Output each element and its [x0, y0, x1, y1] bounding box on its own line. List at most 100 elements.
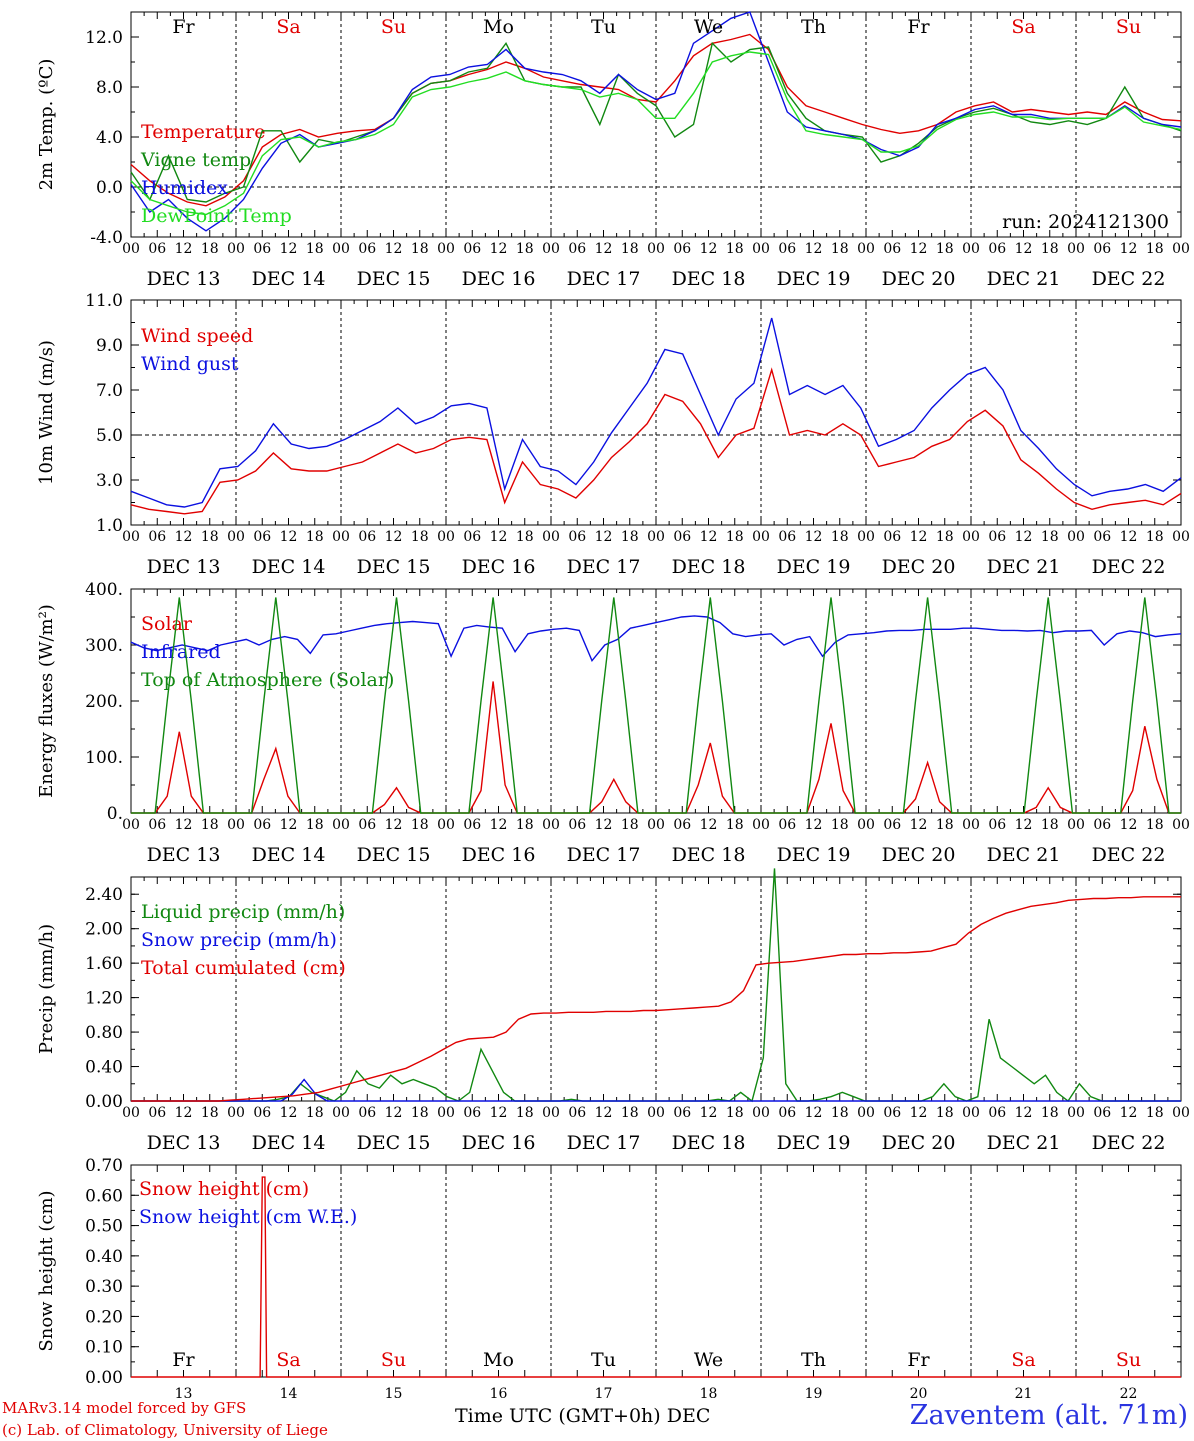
weekday-label-bottom: Su	[381, 1349, 406, 1371]
x-hour-label: 18	[201, 241, 219, 257]
series-line-dewpoint-temp	[130, 51, 1182, 216]
x-date-label: DEC 16	[462, 556, 536, 578]
x-hour-label: 12	[175, 529, 193, 545]
x-hour-label: 12	[385, 241, 403, 257]
x-hour-label: 18	[516, 1105, 534, 1121]
x-hour-label: 12	[805, 529, 823, 545]
x-day-number: 18	[700, 1386, 718, 1402]
y-tick-label: 1.60	[85, 954, 123, 974]
y-tick-label: 1.20	[85, 989, 123, 1009]
x-hour-label: 18	[831, 817, 849, 833]
x-date-label: DEC 20	[882, 268, 956, 290]
x-hour-label: 00	[752, 1105, 770, 1121]
x-hour-label: 00	[647, 1105, 665, 1121]
x-hour-label: 00	[227, 529, 245, 545]
x-date-label: DEC 21	[987, 556, 1061, 578]
x-hour-label: 12	[595, 817, 613, 833]
x-hour-label: 18	[831, 241, 849, 257]
x-hour-label: 00	[332, 241, 350, 257]
x-hour-label: 00	[332, 817, 350, 833]
x-axis-month: DEC	[666, 1405, 711, 1427]
x-date-label: DEC 17	[567, 556, 641, 578]
x-hour-label: 18	[621, 817, 639, 833]
x-hour-label: 06	[463, 241, 481, 257]
x-hour-label: 06	[568, 1105, 586, 1121]
weekday-label-bottom: Su	[1116, 1349, 1141, 1371]
x-hour-label: 06	[988, 529, 1006, 545]
y-axis-label: 2m Temp. (ºC)	[36, 59, 57, 191]
x-hour-label: 18	[1146, 817, 1164, 833]
x-date-label: DEC 18	[672, 1132, 746, 1154]
weekday-label-top: Fr	[907, 16, 930, 38]
x-date-label: DEC 22	[1092, 844, 1166, 866]
x-hour-label: 12	[280, 1105, 298, 1121]
x-hour-label: 00	[122, 817, 140, 833]
x-hour-label: 12	[490, 529, 508, 545]
x-hour-label: 18	[201, 817, 219, 833]
y-tick-label: 0.	[107, 804, 123, 824]
legend-wind-speed: Wind speed	[141, 325, 253, 347]
x-hour-label: 18	[201, 529, 219, 545]
y-tick-label: 1.0	[96, 516, 123, 536]
x-hour-label: 18	[1146, 241, 1164, 257]
x-hour-label: 00	[752, 241, 770, 257]
y-tick-label: 200.	[85, 692, 123, 712]
x-hour-label: 18	[936, 1105, 954, 1121]
x-hour-label: 12	[280, 529, 298, 545]
x-date-label: DEC 17	[567, 844, 641, 866]
legend-snow-height-cm-w-e-: Snow height (cm W.E.)	[139, 1206, 357, 1228]
x-hour-label: 12	[910, 529, 928, 545]
x-hour-label: 06	[358, 241, 376, 257]
x-date-label: DEC 13	[147, 268, 221, 290]
legend-solar: Solar	[141, 613, 193, 635]
x-hour-label: 18	[936, 817, 954, 833]
x-hour-label: 18	[831, 529, 849, 545]
x-hour-label: 06	[1093, 817, 1111, 833]
weekday-label-bottom: Sa	[276, 1349, 300, 1371]
x-date-label: DEC 15	[357, 844, 431, 866]
x-hour-label: 18	[411, 241, 429, 257]
x-hour-label: 06	[883, 817, 901, 833]
y-tick-label: 11.0	[85, 291, 123, 311]
x-hour-label: 00	[962, 1105, 980, 1121]
weekday-label-bottom: Fr	[172, 1349, 195, 1371]
series-line-top-of-atmosphere-solar-	[131, 597, 1181, 814]
x-hour-label: 06	[463, 1105, 481, 1121]
series-line-vigne-temp	[130, 41, 1182, 203]
legend-wind-gust: Wind gust	[141, 353, 239, 375]
x-hour-label: 00	[752, 529, 770, 545]
x-hour-label: 06	[358, 1105, 376, 1121]
x-hour-label: 00	[542, 817, 560, 833]
x-hour-label: 18	[411, 817, 429, 833]
weekday-label-top: We	[694, 16, 723, 38]
series-line-total-cumulated-cm-	[131, 896, 1181, 1102]
credit-line-model: MARv3.14 model forced by GFS	[2, 1399, 247, 1417]
x-date-label: DEC 18	[672, 556, 746, 578]
plot-frame-0	[130, 11, 1182, 238]
x-hour-label: 18	[411, 529, 429, 545]
x-hour-label: 18	[1041, 1105, 1059, 1121]
y-tick-label: 100.	[85, 748, 123, 768]
x-date-label: DEC 21	[987, 844, 1061, 866]
weekday-label-top: Fr	[172, 16, 195, 38]
x-hour-label: 00	[1172, 241, 1190, 257]
station-name: Zaventem (alt. 71m)	[909, 1400, 1188, 1431]
series-line-infrared	[130, 615, 1182, 663]
legend-total-cumulated-cm-: Total cumulated (cm)	[141, 957, 346, 979]
x-hour-label: 00	[437, 1105, 455, 1121]
x-hour-label: 00	[1067, 817, 1085, 833]
x-hour-label: 06	[463, 817, 481, 833]
x-date-label: DEC 17	[567, 268, 641, 290]
x-hour-label: 12	[490, 241, 508, 257]
plot-frame-1	[130, 299, 1182, 526]
y-tick-label: 0.10	[85, 1338, 123, 1358]
x-hour-label: 18	[621, 1105, 639, 1121]
legend-temperature: Temperature	[141, 121, 265, 143]
x-hour-label: 00	[122, 1105, 140, 1121]
y-tick-label: 9.0	[96, 336, 123, 356]
x-hour-label: 06	[883, 1105, 901, 1121]
x-date-label: DEC 13	[147, 556, 221, 578]
x-hour-label: 00	[1172, 1105, 1190, 1121]
y-tick-label: 4.0	[96, 128, 123, 148]
x-date-label: DEC 19	[777, 1132, 851, 1154]
